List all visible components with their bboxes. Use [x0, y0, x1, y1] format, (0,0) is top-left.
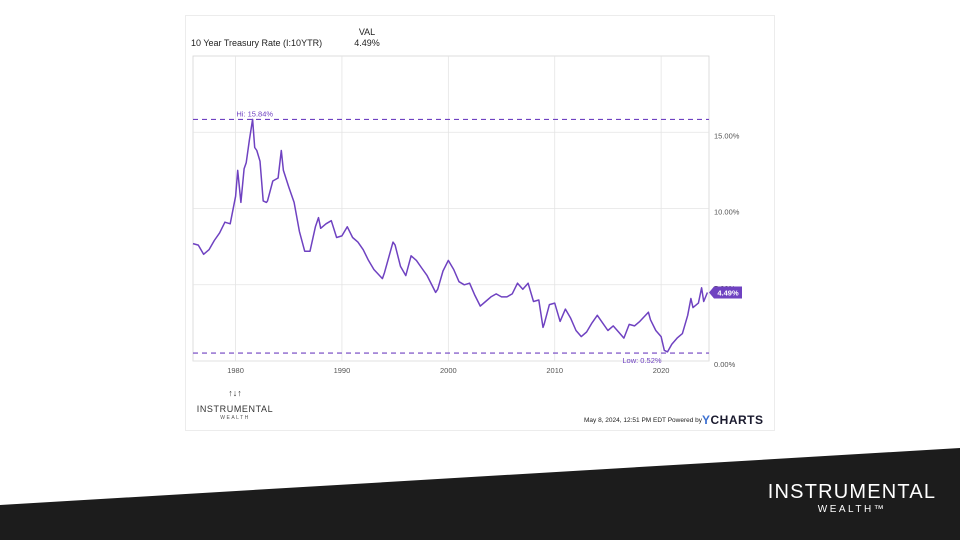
series-line — [192, 118, 709, 353]
chart-card: VAL 10 Year Treasury Rate (I:10YTR) 4.49… — [186, 16, 774, 430]
x-tick-label: 1980 — [227, 366, 244, 375]
line-chart: 198019902000201020200.00%5.00%10.00%15.0… — [192, 55, 742, 375]
ycharts-wordmark: CHARTS — [710, 413, 764, 427]
high-label: Hi: 15.84% — [236, 109, 273, 118]
x-tick-label: 2000 — [440, 366, 457, 375]
ycharts-y-mark: Y — [702, 413, 711, 427]
y-tick-label: 0.00% — [714, 360, 736, 369]
brand-logo: INSTRUMENTAL WEALTH™ — [758, 481, 946, 517]
last-value-label: 4.49% — [717, 289, 739, 298]
last-value-flag — [709, 286, 742, 299]
logo-name: INSTRUMENTAL — [196, 404, 274, 414]
val-column-header: VAL — [358, 27, 376, 37]
y-tick-label: 15.00% — [714, 131, 740, 140]
series-name: 10 Year Treasury Rate (I:10YTR) — [191, 38, 323, 48]
x-tick-label: 2010 — [546, 366, 563, 375]
low-label: Low: 0.52% — [622, 356, 662, 365]
ycharts-logo[interactable]: YCHARTS — [702, 413, 764, 427]
chart-watermark-logo: ↑↓↑ INSTRUMENTAL WEALTH — [195, 388, 275, 428]
series-value: 4.49% — [354, 38, 380, 48]
footer-timestamp: May 8, 2024, 12:51 PM EDT Powered by — [584, 417, 703, 424]
brand-name: INSTRUMENTAL — [767, 481, 937, 503]
y-tick-label: 10.00% — [714, 208, 740, 217]
logo-sub: WEALTH — [220, 415, 250, 421]
banner-shape — [0, 448, 960, 540]
x-tick-label: 1990 — [334, 366, 351, 375]
x-tick-label: 2020 — [653, 366, 670, 375]
logo-mark-icon: ↑↓↑ — [228, 388, 242, 398]
brand-sub: WEALTH™ — [817, 504, 887, 515]
